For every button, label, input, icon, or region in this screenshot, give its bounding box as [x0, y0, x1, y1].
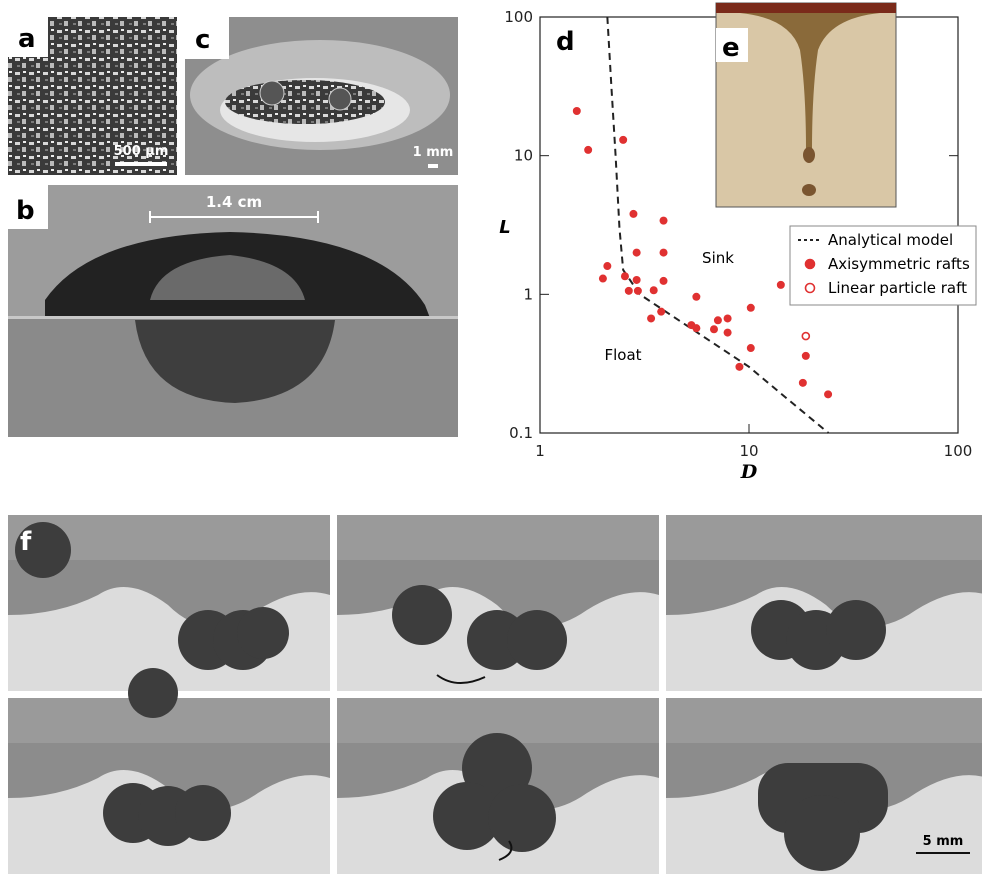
point — [647, 314, 655, 322]
legend-key — [806, 284, 815, 293]
page: {"panels": { "a": {"label": "a", "scale_… — [0, 0, 982, 879]
legend-label: Axisymmetric rafts — [828, 255, 970, 273]
panel-label: e — [722, 33, 740, 63]
annotation: Float — [604, 346, 641, 364]
photo — [8, 316, 458, 319]
panel-f: f 5 mm — [8, 515, 982, 874]
point — [747, 304, 755, 312]
point — [629, 210, 637, 218]
panel-label: b — [16, 196, 35, 226]
photo — [802, 184, 816, 196]
point — [692, 324, 700, 332]
x-tick-label: 100 — [944, 442, 973, 460]
panel-a: a 500 µm — [8, 17, 177, 175]
point — [724, 329, 732, 337]
panel-label: f — [20, 527, 32, 557]
frame — [337, 515, 659, 691]
point — [747, 344, 755, 352]
scale-label: 500 µm — [114, 144, 169, 159]
panel-c: c 1 mm — [185, 17, 458, 175]
point — [714, 316, 722, 324]
point — [777, 281, 785, 289]
point — [657, 308, 665, 316]
point — [802, 352, 810, 360]
point — [621, 272, 629, 280]
panel-e: e — [716, 3, 896, 207]
point — [625, 287, 633, 295]
x-tick-label: 1 — [535, 442, 545, 460]
legend-label: Linear particle raft — [828, 279, 967, 297]
scale-bar — [428, 164, 438, 168]
y-axis-label: L — [499, 217, 510, 238]
y-tick-label: 100 — [504, 8, 533, 26]
point — [634, 287, 642, 295]
scale-label: 1.4 cm — [206, 193, 262, 211]
point — [660, 277, 668, 285]
panel-b: b 1.4 cm — [8, 185, 458, 437]
photo — [716, 3, 896, 13]
photo — [803, 147, 815, 163]
scale-label: 1 mm — [413, 145, 454, 160]
point — [692, 293, 700, 301]
frame — [337, 698, 659, 874]
point — [584, 146, 592, 154]
point — [633, 276, 641, 284]
point — [799, 379, 807, 387]
point — [599, 275, 607, 283]
point — [735, 363, 743, 371]
legend-label: Analytical model — [828, 231, 953, 249]
x-tick-label: 10 — [739, 442, 758, 460]
point — [660, 249, 668, 257]
point — [573, 107, 581, 115]
point — [660, 217, 668, 225]
figure: a 500 µm c 1 mm b 1.4 cm d 1101000.11101… — [0, 0, 982, 874]
point — [724, 314, 732, 322]
panel-label: c — [195, 25, 210, 55]
x-axis-label: D — [740, 461, 758, 483]
point — [633, 249, 641, 257]
y-tick-label: 0.1 — [509, 424, 533, 442]
photo — [225, 80, 385, 124]
y-tick-label: 10 — [514, 147, 533, 165]
annotation: Sink — [702, 249, 734, 267]
photo — [329, 88, 351, 110]
scale-bar — [115, 162, 167, 166]
point — [603, 262, 611, 270]
y-tick-label: 1 — [523, 285, 533, 303]
frame — [8, 515, 330, 691]
panel-label: a — [18, 24, 36, 54]
legend-key — [806, 260, 815, 269]
scale-bar — [916, 852, 970, 854]
point — [824, 390, 832, 398]
frame — [666, 515, 982, 691]
frame — [8, 668, 330, 874]
point — [619, 136, 627, 144]
point — [650, 286, 658, 294]
scale-label: 5 mm — [923, 834, 964, 849]
photo — [260, 81, 284, 105]
panel-label: d — [556, 27, 575, 57]
point — [802, 333, 809, 340]
point — [710, 325, 718, 333]
